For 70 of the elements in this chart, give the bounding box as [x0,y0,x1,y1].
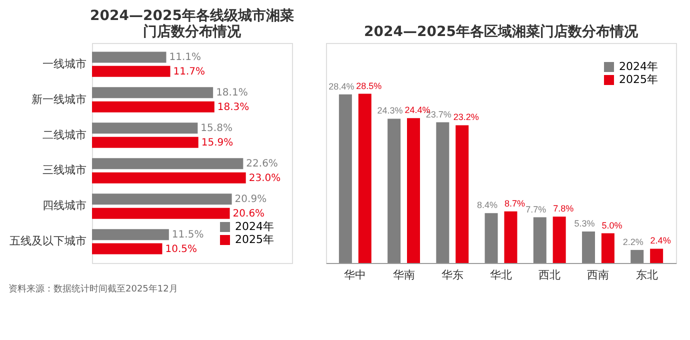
bar [601,233,614,263]
x-tick-label: 华中 [344,268,366,282]
data-label: 7.8% [553,204,574,214]
data-label: 24.3% [377,106,403,116]
legend-label: 2025年 [619,73,658,86]
data-label: 18.1% [216,88,248,99]
x-tick-label: 华北 [490,268,512,282]
data-label: 22.6% [246,158,278,170]
bar [533,217,546,263]
x-tick-label: 西南 [587,268,610,282]
y-tick-label: 二线城市 [42,128,86,142]
bar [388,118,401,263]
x-tick-label: 华东 [441,268,464,282]
data-label: 5.0% [602,220,622,230]
bar [436,122,450,263]
x-tick-label: 东北 [636,268,658,282]
legend-label: 2024年 [619,60,658,73]
data-label: 8.4% [477,200,498,210]
bar [92,101,214,112]
bar [582,232,595,263]
bar [92,136,198,148]
bar [92,208,230,219]
data-label: 11.1% [169,52,202,64]
legend-label: 2025年 [235,233,274,246]
y-tick-label: 四线城市 [42,199,86,212]
bar [484,213,498,263]
bar [92,87,214,98]
x-tick-label: 西北 [538,268,561,282]
x-tick-label: 华南 [392,268,415,282]
text: 资料来源：数据统计时间截至2025年12月 [8,284,178,294]
data-label: 15.9% [201,137,234,148]
bar [456,125,469,263]
bar [92,66,170,77]
data-label: 11.5% [172,230,204,241]
data-label: 18.3% [217,102,250,113]
data-label: 28.5% [356,80,382,91]
bar [92,172,246,184]
bar [630,250,644,263]
data-label: 7.7% [526,204,546,214]
bar [650,248,664,263]
bar [407,118,420,263]
chart-title: 2024—2025年各线级城市湘菜门店数分布情况 [90,7,294,40]
bar [92,243,162,254]
data-label: 23.2% [453,112,479,122]
y-tick-label: 三线城市 [42,164,86,177]
bar [92,194,232,205]
y-tick-label: 一线城市 [42,57,86,70]
data-label: 23.0% [248,172,281,184]
legend-label: 2024年 [235,220,274,233]
data-label: 20.6% [232,208,265,220]
data-label: 15.8% [200,123,232,134]
data-label: 2.4% [650,236,671,246]
bar [552,216,566,263]
data-label: 8.7% [504,198,525,208]
bar [358,94,372,263]
data-label: 11.7% [173,66,206,78]
bar [92,52,166,63]
bar [338,94,352,263]
chart-title: 2024—2025年各区域湘菜门店数分布情况 [364,23,639,40]
bar [504,211,518,263]
y-tick-label: 新一线城市 [32,92,86,106]
y-tick-label: 五线及以下城市 [10,234,86,248]
data-label: 20.9% [234,194,267,206]
data-label: 10.5% [165,244,198,255]
data-label: 28.4% [328,81,354,92]
bar [92,229,169,240]
data-label: 5.3% [574,218,595,229]
bar [92,158,244,170]
bar [92,122,198,134]
data-label: 2.2% [622,236,644,247]
